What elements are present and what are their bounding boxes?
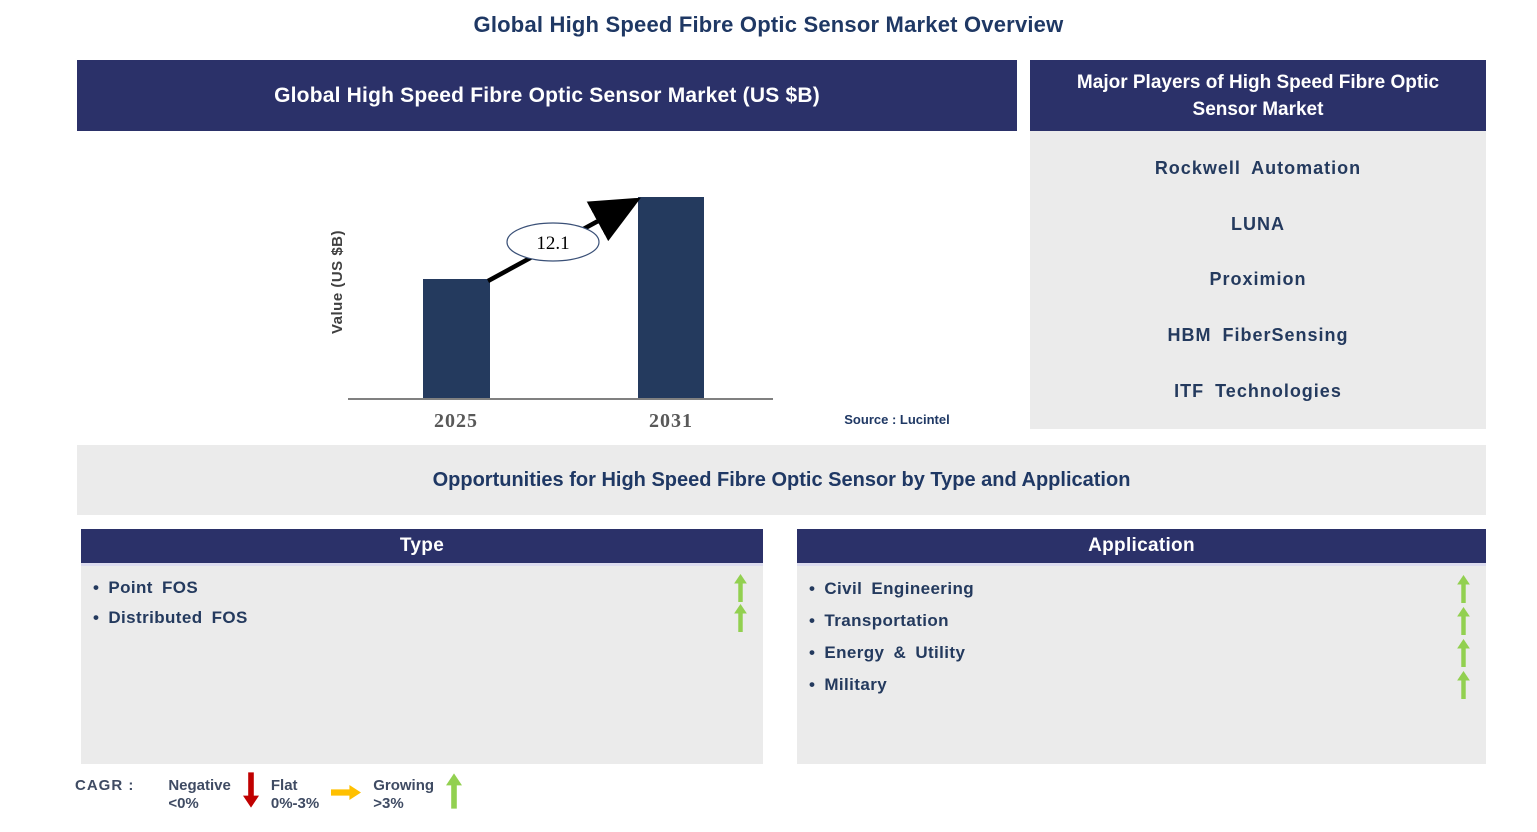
up-arrow-icon xyxy=(1457,575,1470,603)
list-item: Civil Engineering xyxy=(797,573,1486,605)
bar-chart: Value (US $B) 12.1 2025 2031 Source : Lu… xyxy=(77,131,1017,432)
up-arrow-icon xyxy=(1457,607,1470,635)
up-arrow-icon xyxy=(446,772,463,810)
item-label: Civil Engineering xyxy=(809,579,974,599)
cagr-legend: CAGR : Negative <0% Flat 0%-3% Growing >… xyxy=(75,772,474,813)
major-players-header: Major Players of High Speed Fibre Optic … xyxy=(1030,60,1486,131)
cagr-oval xyxy=(506,222,600,262)
up-arrow-icon xyxy=(1457,639,1470,667)
type-panel: Type Point FOS Distributed FOS xyxy=(81,529,763,764)
company-name: ITF Technologies xyxy=(1174,380,1342,401)
cagr-value: 12.1 xyxy=(536,233,569,254)
x-tick-2031: 2031 xyxy=(649,410,693,432)
legend-text: Negative <0% xyxy=(168,777,231,813)
application-list: Civil Engineering Transportation Energy … xyxy=(797,566,1486,764)
legend-text: Growing >3% xyxy=(373,777,434,813)
legend-label: Negative xyxy=(168,777,231,794)
list-item: Military xyxy=(797,669,1486,701)
legend-range: >3% xyxy=(373,795,404,812)
cagr-legend-prefix: CAGR : xyxy=(75,777,135,794)
legend-item-negative: Negative <0% xyxy=(168,772,271,813)
cagr-arrow-annotation: 12.1 xyxy=(486,197,641,283)
company-name: Rockwell Automation xyxy=(1154,158,1362,179)
legend-label: Flat xyxy=(270,777,298,794)
right-arrow-icon xyxy=(331,784,362,805)
legend-item-growing: Growing >3% xyxy=(373,772,474,813)
up-arrow-icon xyxy=(734,574,747,602)
item-label: Transportation xyxy=(809,611,949,631)
company-name: Proximion xyxy=(1209,269,1307,290)
application-panel: Application Civil Engineering Transporta… xyxy=(797,529,1486,764)
type-header: Type xyxy=(81,529,763,566)
major-players-panel: Major Players of High Speed Fibre Optic … xyxy=(1030,60,1486,429)
down-arrow-icon xyxy=(242,772,259,808)
list-item: Transportation xyxy=(797,605,1486,637)
item-label: Military xyxy=(809,675,887,695)
legend-text: Flat 0%-3% xyxy=(271,777,319,813)
source-note: Source : Lucintel xyxy=(844,412,950,427)
list-item: Energy & Utility xyxy=(797,637,1486,669)
x-tick-2025: 2025 xyxy=(434,410,478,432)
bar-2031 xyxy=(638,197,704,399)
market-chart-panel: Global High Speed Fibre Optic Sensor Mar… xyxy=(77,60,1017,432)
legend-range: 0%-3% xyxy=(270,795,320,812)
list-item: Point FOS xyxy=(81,573,763,603)
legend-item-flat: Flat 0%-3% xyxy=(271,772,373,813)
major-players-list: Rockwell Automation LUNA Proximion HBM F… xyxy=(1030,131,1486,429)
item-label: Distributed FOS xyxy=(93,608,248,628)
opportunities-banner: Opportunities for High Speed Fibre Optic… xyxy=(77,445,1486,515)
bar-2025 xyxy=(423,279,490,399)
type-list: Point FOS Distributed FOS xyxy=(81,566,763,764)
item-label: Energy & Utility xyxy=(809,643,965,663)
up-arrow-icon xyxy=(734,604,747,632)
page-title: Global High Speed Fibre Optic Sensor Mar… xyxy=(473,12,1064,37)
legend-range: <0% xyxy=(168,795,199,812)
application-header: Application xyxy=(797,529,1486,566)
list-item: Distributed FOS xyxy=(81,603,763,633)
company-name: LUNA xyxy=(1231,213,1285,234)
market-chart-header: Global High Speed Fibre Optic Sensor Mar… xyxy=(77,60,1017,131)
up-arrow-icon xyxy=(1457,671,1470,699)
company-name: HBM FiberSensing xyxy=(1167,325,1349,346)
x-axis-line xyxy=(348,398,773,400)
item-label: Point FOS xyxy=(93,578,198,598)
legend-label: Growing xyxy=(373,777,435,794)
